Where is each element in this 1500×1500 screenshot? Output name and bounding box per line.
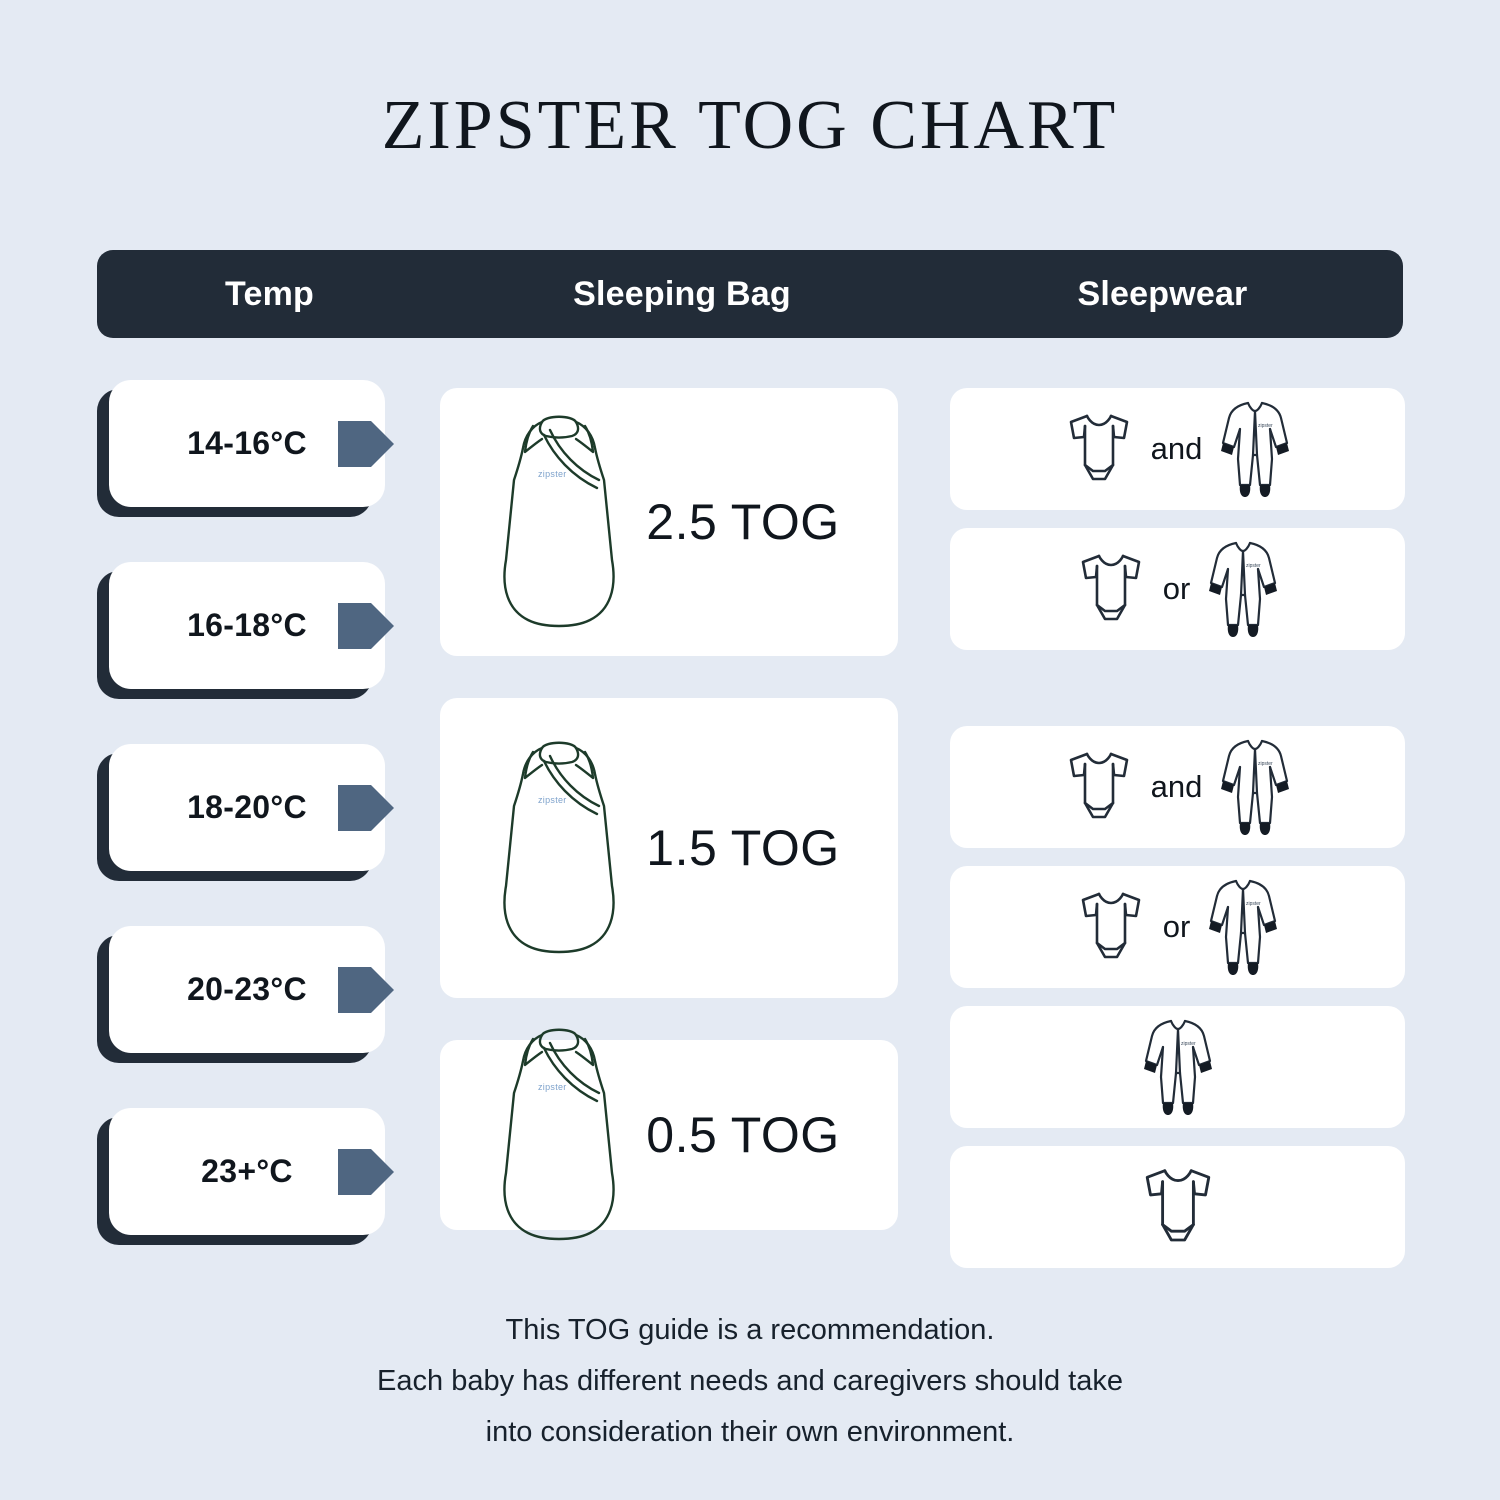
sleepwear-card: or zipster <box>950 866 1405 988</box>
sleepwear-card: zipster <box>950 1006 1405 1128</box>
bodysuit-icon <box>1081 892 1141 959</box>
bodysuit-icon <box>1069 414 1128 481</box>
tog-value: 1.5 TOG <box>646 820 840 876</box>
arrow-right-icon <box>338 603 394 649</box>
tog-value: 2.5 TOG <box>646 494 840 550</box>
sleeping-bag-icon: zipster <box>503 415 616 628</box>
sleeping-bag-icon: zipster <box>503 741 616 954</box>
arrow-right-icon <box>338 1149 394 1195</box>
temp-label: 18-20°C <box>187 789 307 825</box>
sleepwear-card: or zipster <box>950 528 1405 650</box>
column-header-sleepwear: Sleepwear <box>1077 274 1248 313</box>
temp-label: 23+°C <box>201 1153 293 1189</box>
bodysuit-icon <box>1081 554 1141 621</box>
sleepsuit-icon: zipster <box>1143 1019 1212 1115</box>
svg-text:zipster: zipster <box>1181 1041 1196 1047</box>
svg-text:zipster: zipster <box>538 795 567 805</box>
bodysuit-icon <box>1145 1169 1210 1242</box>
temp-pill: 23+°C <box>109 1108 385 1235</box>
sleeping-bag-card: zipster 1.5 TOG <box>440 698 898 998</box>
svg-text:zipster: zipster <box>1246 901 1261 907</box>
sleepwear-card: and zipster <box>950 726 1405 848</box>
svg-text:zipster: zipster <box>538 1082 567 1092</box>
temperature-column: 14-16°C 16-18°C 18-20°C 20-23°C <box>97 380 397 1290</box>
sleepwear-conjunction: and <box>1150 769 1203 804</box>
footer-note: This TOG guide is a recommendation. Each… <box>0 1305 1500 1458</box>
footer-line-2: Each baby has different needs and caregi… <box>377 1365 1123 1397</box>
footer-line-1: This TOG guide is a recommendation. <box>505 1314 995 1346</box>
svg-text:zipster: zipster <box>1258 423 1273 429</box>
sleepwear-card <box>950 1146 1405 1268</box>
sleepwear-conjunction: or <box>1162 571 1191 606</box>
page-title: ZIPSTER TOG CHART <box>381 87 1119 164</box>
svg-text:zipster: zipster <box>538 469 567 479</box>
sleepwear-conjunction: and <box>1150 431 1203 466</box>
arrow-right-icon <box>338 967 394 1013</box>
sleepsuit-icon: zipster <box>1209 879 1278 975</box>
sleeping-bag-column: zipster 2.5 TOG zipster 1.5 TOG <box>440 388 898 1241</box>
temp-label: 14-16°C <box>187 425 307 461</box>
sleepwear-conjunction: or <box>1162 909 1191 944</box>
temp-row-1: 16-18°C <box>97 562 397 699</box>
sleeping-bag-icon: zipster <box>503 1028 616 1241</box>
temp-row-4: 23+°C <box>97 1108 397 1245</box>
tog-value: 0.5 TOG <box>646 1107 840 1163</box>
svg-text:zipster: zipster <box>1258 761 1273 767</box>
temp-row-2: 18-20°C <box>97 744 397 881</box>
temp-row-3: 20-23°C <box>97 926 397 1063</box>
arrow-right-icon <box>338 421 394 467</box>
temp-label: 20-23°C <box>187 971 307 1007</box>
arrow-right-icon <box>338 785 394 831</box>
sleepsuit-icon: zipster <box>1221 739 1290 835</box>
bodysuit-icon <box>1069 752 1128 819</box>
temp-row-0: 14-16°C <box>97 380 397 517</box>
temp-label: 16-18°C <box>187 607 307 643</box>
footer-line-3: into consideration their own environment… <box>485 1416 1015 1448</box>
svg-text:zipster: zipster <box>1246 563 1261 569</box>
sleepwear-column: and zipster <box>950 388 1405 1268</box>
sleeping-bag-card: zipster 0.5 TOG <box>440 1028 898 1241</box>
column-header-temp: Temp <box>225 274 314 313</box>
table-header-bar: Temp Sleeping Bag Sleepwear <box>97 250 1403 338</box>
sleepsuit-icon: zipster <box>1209 541 1278 637</box>
sleepsuit-icon: zipster <box>1221 401 1290 497</box>
sleeping-bag-card: zipster 2.5 TOG <box>440 388 898 656</box>
sleepwear-card: and zipster <box>950 388 1405 510</box>
column-header-sleeping-bag: Sleeping Bag <box>573 274 791 313</box>
